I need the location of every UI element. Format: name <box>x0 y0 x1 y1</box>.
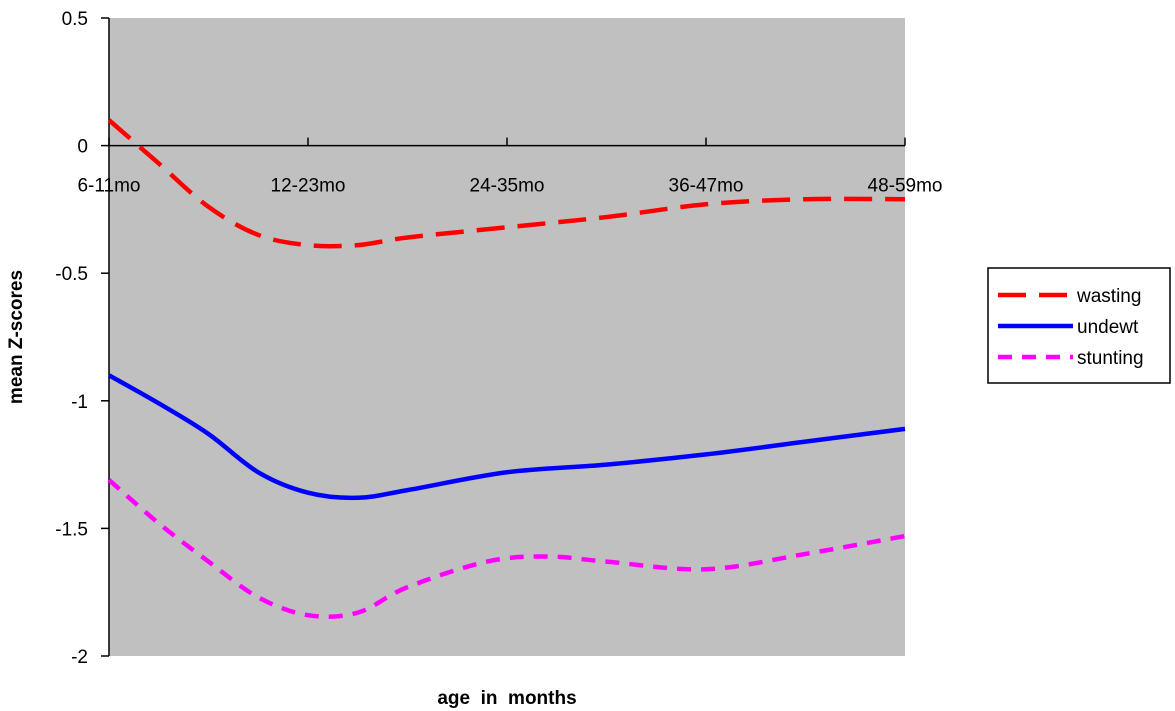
y-tick-label: 0.5 <box>62 9 88 30</box>
y-tick-label: -2 <box>71 647 88 668</box>
x-tick-label: 36-47mo <box>669 176 744 197</box>
y-tick-label: 0 <box>77 137 88 158</box>
x-tick-label: 12-23mo <box>271 176 346 197</box>
y-tick-label: -1 <box>71 392 88 413</box>
series-line-wasting <box>107 118 906 249</box>
x-axis-title: age in months <box>437 688 576 709</box>
y-axis: 0.5 0 -0.5 -1 -1.5 -2 <box>55 9 110 668</box>
x-tick-label: 6-11mo <box>77 176 140 197</box>
x-tick-label: 24-35mo <box>470 176 545 197</box>
series-line-stunting <box>107 478 906 619</box>
y-axis-title: mean Z-scores <box>6 270 27 404</box>
x-tick-label: 48-59mo <box>868 176 943 197</box>
series-line-undewt <box>107 373 906 501</box>
series-layer <box>107 118 906 619</box>
y-tick-label: -0.5 <box>55 264 88 285</box>
y-tick-label: -1.5 <box>55 519 88 540</box>
legend-label-wasting: wasting <box>1076 286 1141 307</box>
legend: wasting undewt stunting <box>987 267 1171 384</box>
x-axis: 6-11mo 12-23mo 24-35mo 36-47mo 48-59mo <box>77 137 943 197</box>
plot-area <box>109 18 905 656</box>
legend-label-stunting: stunting <box>1077 348 1144 369</box>
legend-label-undewt: undewt <box>1077 317 1139 338</box>
